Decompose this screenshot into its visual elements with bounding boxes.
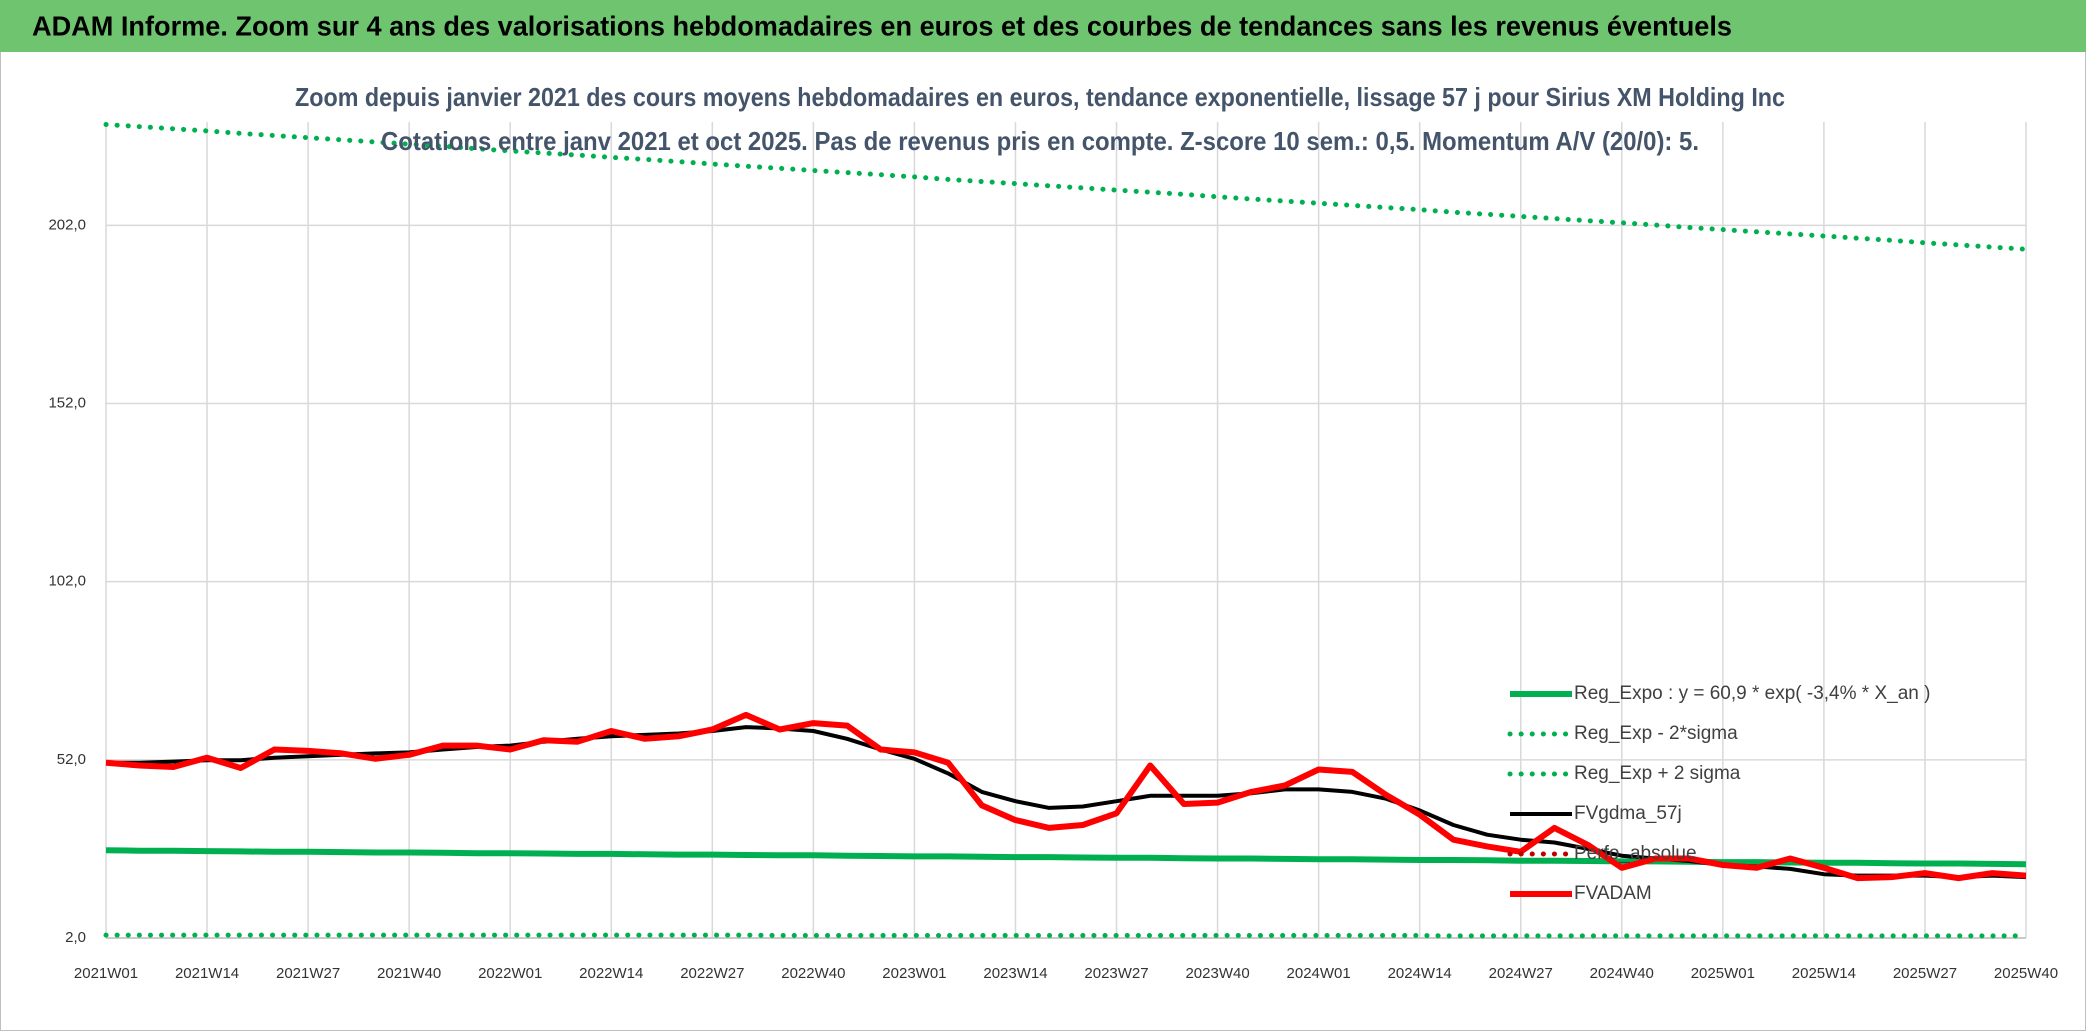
chart-title: Zoom depuis janvier 2021 des cours moyen… [295, 82, 1785, 112]
series-line [103, 932, 2029, 939]
x-tick-label: 2021W14 [175, 965, 239, 982]
x-tick-label: 2023W40 [1185, 965, 1249, 982]
x-tick-label: 2021W01 [74, 965, 138, 982]
x-tick-label: 2025W27 [1893, 965, 1957, 982]
plot: 2,0 52,0 102,0 152,0 202,0 2021W01 2021W14 2021… [48, 122, 2058, 982]
x-tick-label: 2022W40 [781, 965, 845, 982]
x-tick-label: 2022W14 [579, 965, 643, 982]
legend-label: Perfo_absolue [1574, 843, 1697, 864]
x-tick-label: 2025W40 [1994, 965, 2058, 982]
header-title: ADAM Informe. Zoom sur 4 ans des valoris… [32, 10, 1732, 41]
y-tick-label: 52,0 [57, 751, 86, 768]
x-tick-label: 2021W27 [276, 965, 340, 982]
x-tick-label: 2023W14 [983, 965, 1047, 982]
y-tick-label: 102,0 [48, 573, 86, 590]
x-tick-label: 2024W40 [1590, 965, 1654, 982]
legend-label: FVgdma_57j [1574, 803, 1682, 824]
series-line [105, 711, 2027, 882]
x-tick-label: 2025W14 [1792, 965, 1856, 982]
x-tick-label: 2023W01 [882, 965, 946, 982]
legend-label: FVADAM [1574, 883, 1652, 904]
header-bar [0, 0, 2086, 52]
y-tick-label: 152,0 [48, 394, 86, 411]
y-tick-label: 202,0 [48, 216, 86, 233]
x-tick-label: 2025W01 [1691, 965, 1755, 982]
legend-label: Reg_Exp - 2*sigma [1574, 723, 1738, 744]
x-tick-label: 2022W27 [680, 965, 744, 982]
x-tick-label: 2024W14 [1388, 965, 1452, 982]
y-tick-label: 2,0 [65, 929, 86, 946]
x-tick-label: 2024W27 [1489, 965, 1553, 982]
legend-label: Reg_Exp + 2 sigma [1574, 763, 1741, 784]
x-tick-label: 2024W01 [1287, 965, 1351, 982]
x-tick-label: 2021W40 [377, 965, 441, 982]
series-line [103, 122, 2029, 252]
legend-label: Reg_Expo : y = 60,9 * exp( -3,4% * X_an … [1574, 683, 1930, 704]
x-tick-label: 2023W27 [1084, 965, 1148, 982]
chart-subtitle: Cotations entre janv 2021 et oct 2025. P… [381, 126, 1699, 156]
x-tick-label: 2022W01 [478, 965, 542, 982]
